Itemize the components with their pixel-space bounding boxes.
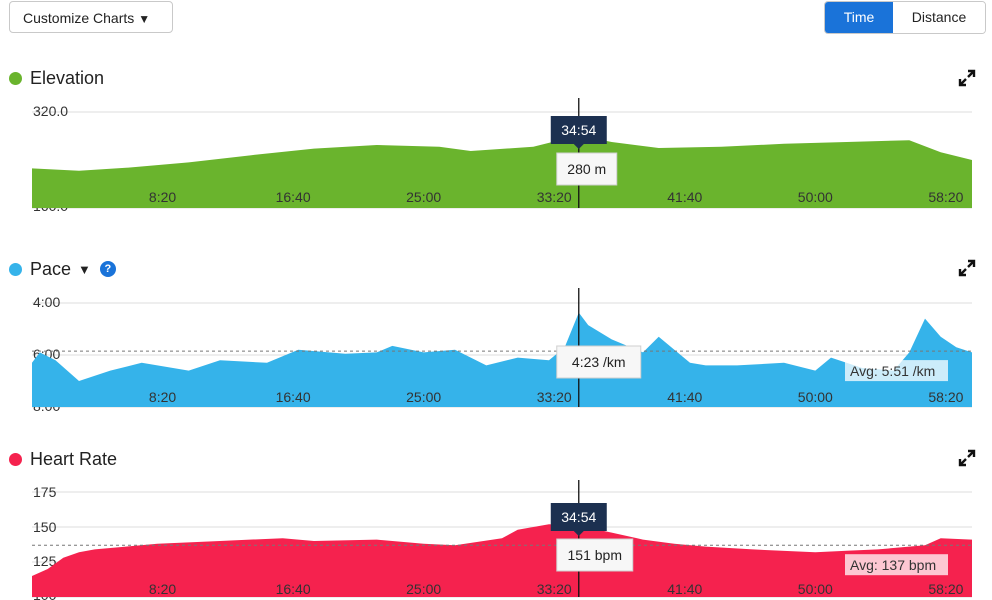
x-tick-label: 25:00 (406, 581, 441, 597)
x-tick-label: 41:40 (667, 189, 702, 205)
x-tick-label: 33:20 (537, 581, 572, 597)
x-tick-label: 25:00 (406, 189, 441, 205)
x-tick-label: 25:00 (406, 389, 441, 405)
elevation-title: Elevation (9, 68, 104, 88)
x-tick-label: 16:40 (276, 389, 311, 405)
customize-charts-button[interactable]: Customize Charts ▼ (9, 1, 173, 33)
series-area (32, 312, 972, 407)
cursor-time-label: 34:54 (561, 122, 596, 138)
average-label-bg (845, 554, 948, 576)
chevron-down-icon[interactable]: ▼ (78, 261, 91, 277)
y-tick-label: 320.0 (33, 103, 68, 119)
x-tick-label: 8:20 (149, 581, 176, 597)
chevron-down-icon: ▼ (138, 12, 151, 26)
elevation-chart: 320.0160.08:2016:4025:0033:2041:4050:005… (32, 98, 972, 214)
x-tick-label: 8:20 (149, 189, 176, 205)
tooltip-box (556, 538, 634, 572)
customize-charts-label: Customize Charts (23, 10, 135, 26)
expand-icon[interactable] (958, 259, 976, 277)
elevation-title-label: Elevation (30, 67, 105, 88)
x-tick-label: 41:40 (667, 581, 702, 597)
tooltip-box (556, 345, 642, 379)
series-area (32, 135, 972, 208)
x-tick-label: 16:40 (276, 581, 311, 597)
heart-rate-title: Heart Rate (9, 449, 117, 469)
cursor-time-box (550, 116, 607, 144)
distance-toggle-button[interactable]: Distance (893, 2, 985, 33)
x-tick-label: 33:20 (537, 189, 572, 205)
y-tick-label: 150 (33, 519, 57, 535)
series-area (32, 524, 972, 597)
cursor-time-pointer (573, 144, 584, 149)
expand-icon[interactable] (958, 69, 976, 87)
tooltip-value-label: 4:23 /km (572, 354, 626, 370)
x-tick-label: 33:20 (537, 389, 572, 405)
average-label: Avg: 5:51 /km (850, 363, 935, 379)
help-icon[interactable]: ? (99, 261, 116, 277)
x-tick-label: 58:20 (928, 581, 963, 597)
pace-title: Pace ▼ ? (9, 259, 116, 279)
tooltip-box (556, 152, 618, 186)
tooltip-value-label: 151 bpm (568, 547, 622, 563)
tooltip-value-label: 280 m (567, 161, 606, 177)
y-tick-label: 4:00 (33, 294, 60, 310)
time-distance-toggle: Time Distance (824, 1, 986, 34)
heart-rate-title-label: Heart Rate (30, 448, 118, 469)
x-tick-label: 16:40 (276, 189, 311, 205)
top-toolbar: Customize Charts ▼ Time Distance (0, 0, 992, 40)
elevation-legend-dot (9, 71, 22, 85)
average-label-bg (845, 360, 948, 382)
expand-icon[interactable] (958, 449, 976, 467)
pace-title-label: Pace (30, 258, 72, 279)
cursor-time-label: 34:54 (561, 509, 596, 525)
heart-rate-chart: 1751501251008:2016:4025:0033:2041:4050:0… (32, 480, 972, 600)
y-tick-label: 175 (33, 484, 57, 500)
x-tick-label: 41:40 (667, 389, 702, 405)
x-tick-label: 50:00 (798, 389, 833, 405)
y-tick-label: 125 (33, 553, 57, 569)
x-tick-label: 8:20 (149, 389, 176, 405)
x-tick-label: 58:20 (928, 189, 963, 205)
time-toggle-button[interactable]: Time (825, 2, 893, 33)
average-label: Avg: 137 bpm (850, 557, 936, 573)
heart-rate-legend-dot (9, 452, 22, 466)
cursor-time-box (550, 503, 607, 531)
pace-legend-dot (9, 262, 22, 276)
pace-chart: 4:006:008:008:2016:4025:0033:2041:4050:0… (32, 288, 972, 414)
x-tick-label: 58:20 (928, 389, 963, 405)
cursor-time-pointer (573, 531, 584, 536)
x-tick-label: 50:00 (798, 581, 833, 597)
x-tick-label: 50:00 (798, 189, 833, 205)
